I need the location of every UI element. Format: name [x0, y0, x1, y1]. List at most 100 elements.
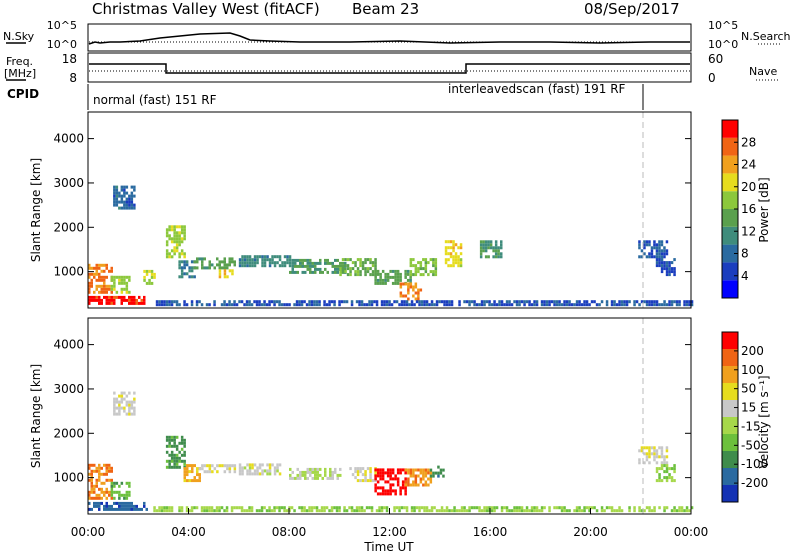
colorbar-swatch	[722, 191, 738, 209]
freq-label-1: Freq.	[6, 55, 34, 68]
colorbar-tick-label: 12	[741, 224, 756, 238]
cpid-label: CPID	[7, 87, 40, 101]
scatter-region-2	[110, 275, 131, 294]
cpid-panel	[87, 84, 644, 110]
colorbar-tick-label: 4	[741, 269, 749, 283]
velocity-panel: 1000 2000 3000 4000 00:00 04:00 08:00 12:00 16:…	[29, 317, 709, 554]
scatter-region-9	[238, 255, 292, 268]
plot-title: Christmas Valley West (fitACF)	[92, 0, 320, 18]
ytick-label: 1000	[53, 471, 84, 485]
scatter-region-17	[638, 240, 669, 259]
velocity-xlabel: Time UT	[363, 540, 414, 554]
nsearch-tick-min: 10^0	[708, 38, 738, 51]
scatter-region-16	[479, 240, 503, 259]
colorbar-swatch	[722, 120, 738, 138]
xtick-label: 16:00	[473, 525, 508, 539]
scatter-region-10	[374, 468, 407, 496]
colorbar-swatch	[722, 244, 738, 263]
scatter-region-10	[289, 258, 347, 274]
beam-label: Beam 23	[352, 0, 420, 18]
freq-label-2: [MHz]	[4, 67, 37, 80]
ytick-label: 2000	[53, 426, 84, 440]
ytick-label: 1000	[53, 265, 84, 279]
colorbar-tick-label: 16	[741, 202, 756, 216]
colorbar-swatch	[722, 226, 738, 245]
scatter-region-3	[143, 269, 156, 285]
ytick-label: 4000	[53, 132, 84, 146]
ytick-label: 4000	[53, 338, 84, 352]
colorbar-tick-label: -50	[741, 438, 761, 452]
nsearch-tick-max: 10^5	[708, 19, 738, 32]
colorbar-tick-label: 8	[741, 247, 749, 261]
colorbar-swatch	[722, 155, 738, 174]
scatter-region-13	[638, 446, 669, 465]
freq-tick-min: 8	[69, 71, 77, 85]
scatter-region-3	[113, 391, 136, 416]
colorbar-tick-label: 20	[741, 180, 756, 194]
scatter-region-18	[655, 258, 676, 277]
power-ylabel: Slant Range [km]	[29, 158, 43, 262]
colorbar-swatch	[722, 137, 738, 156]
colorbar-swatch	[722, 485, 738, 502]
colorbar-swatch	[722, 173, 738, 192]
scatter-region-14	[409, 258, 438, 277]
velocity-colorbar-label: Velocity [m s⁻¹]	[757, 375, 771, 468]
nsky-panel: 10^5 10^0 10^5 10^0	[6, 19, 780, 52]
scatter-region-0	[88, 295, 146, 305]
colorbar-tick-label: -200	[741, 476, 768, 490]
scatter-region-1	[88, 463, 113, 500]
scatter-region-0	[88, 501, 148, 511]
scatter-region-1	[88, 263, 113, 294]
colorbar-tick-label: 24	[741, 158, 756, 172]
colorbar-swatch	[722, 332, 738, 349]
nsky-tick-min: 10^0	[47, 38, 77, 51]
freq-panel: 18 8 60 0	[6, 52, 778, 85]
colorbar-swatch	[722, 366, 738, 383]
xtick-label: 04:00	[171, 525, 206, 539]
power-colorbar-label: Power [dB]	[757, 177, 771, 242]
xtick-label: 00:00	[674, 525, 709, 539]
colorbar-swatch	[722, 451, 738, 468]
colorbar-swatch	[722, 400, 738, 417]
colorbar-swatch	[722, 280, 738, 298]
power-colorbar: 28 24 20 16 12 8 4	[721, 119, 756, 299]
scatter-region-11	[404, 468, 433, 487]
ytick-label: 3000	[53, 176, 84, 190]
colorbar-tick-label: -15	[741, 419, 761, 433]
ytick-label: 2000	[53, 220, 84, 234]
xtick-label: 20:00	[573, 525, 608, 539]
scatter-region-4	[113, 185, 136, 210]
colorbar-tick-label: 100	[741, 363, 764, 377]
colorbar-tick-label: 15	[741, 401, 756, 415]
colorbar-tick-label: -100	[741, 457, 768, 471]
scatter-region-7	[238, 463, 282, 476]
scatter-region-5	[165, 225, 186, 259]
nsearch-label: N.Search	[741, 30, 791, 43]
ytick-label: 3000	[53, 382, 84, 396]
nsky-tick-max: 10^5	[47, 19, 77, 32]
scatter-region-8	[218, 269, 234, 279]
scatter-region-4	[165, 435, 186, 469]
nave-tick-max: 60	[708, 52, 723, 66]
nsky-label: N.Sky	[3, 30, 35, 43]
scatter-region-19	[155, 300, 694, 307]
colorbar-tick-label: 28	[741, 135, 756, 149]
xtick-label: 12:00	[372, 525, 407, 539]
colorbar-swatch	[722, 209, 738, 227]
scatter-region-15	[444, 240, 463, 268]
colorbar-swatch	[722, 468, 738, 485]
colorbar-swatch	[722, 349, 738, 366]
colorbar-swatch	[722, 262, 738, 281]
freq-tick-max: 18	[62, 52, 77, 66]
scatter-region-14	[655, 464, 676, 483]
scatter-region-12	[429, 465, 445, 478]
colorbar-swatch	[722, 417, 738, 434]
xtick-label: 08:00	[272, 525, 307, 539]
velocity-colorbar: 200 100 50 15 -15 -50 -100 -200	[721, 331, 768, 503]
scatter-region-2	[110, 481, 131, 500]
nave-label: Nave	[749, 65, 778, 78]
cpid-mode-interleaved: interleavedscan (fast) 191 RF	[448, 82, 626, 96]
scatter-region-15	[153, 506, 694, 513]
scatter-region-13	[399, 282, 423, 301]
